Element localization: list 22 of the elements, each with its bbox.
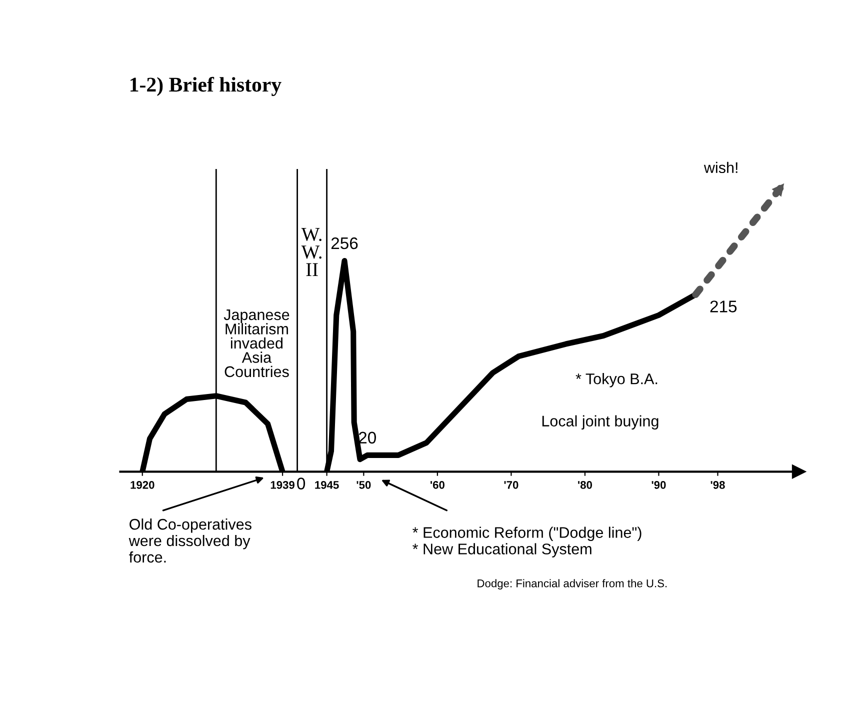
x-tick-label: 1939 <box>270 481 294 489</box>
x-tick-label: 1920 <box>130 481 154 489</box>
x-tick-label: 1945 <box>315 481 339 489</box>
x-tick-label: '50 <box>356 481 371 489</box>
data-label: 256 <box>331 237 358 250</box>
data-label: 0 <box>297 478 306 490</box>
annotation: Japanese Militarism invaded Asia Countries <box>224 309 290 378</box>
x-tick-label: '60 <box>430 481 444 489</box>
data-label: 20 <box>358 432 376 444</box>
annotation: Local joint buying <box>542 415 658 430</box>
x-tick-label: '90 <box>652 481 666 489</box>
chart-title: 1-2) Brief history <box>130 76 282 96</box>
annotation: W. W. II <box>301 228 322 276</box>
text: * Economic Reform ("Dodge line") * New Educational System <box>412 526 642 558</box>
x-tick-label: '80 <box>578 481 592 489</box>
annotation: * Tokyo B.A. <box>576 373 658 388</box>
x-tick-label: '70 <box>504 481 518 489</box>
text: Old Co-operatives were dissolved by force. <box>128 518 252 563</box>
data-label: 215 <box>710 300 737 312</box>
text: Dodge: Financial adviser from the U.S. <box>478 579 667 590</box>
text: wish! <box>704 162 738 174</box>
x-tick-label: '98 <box>710 481 725 489</box>
